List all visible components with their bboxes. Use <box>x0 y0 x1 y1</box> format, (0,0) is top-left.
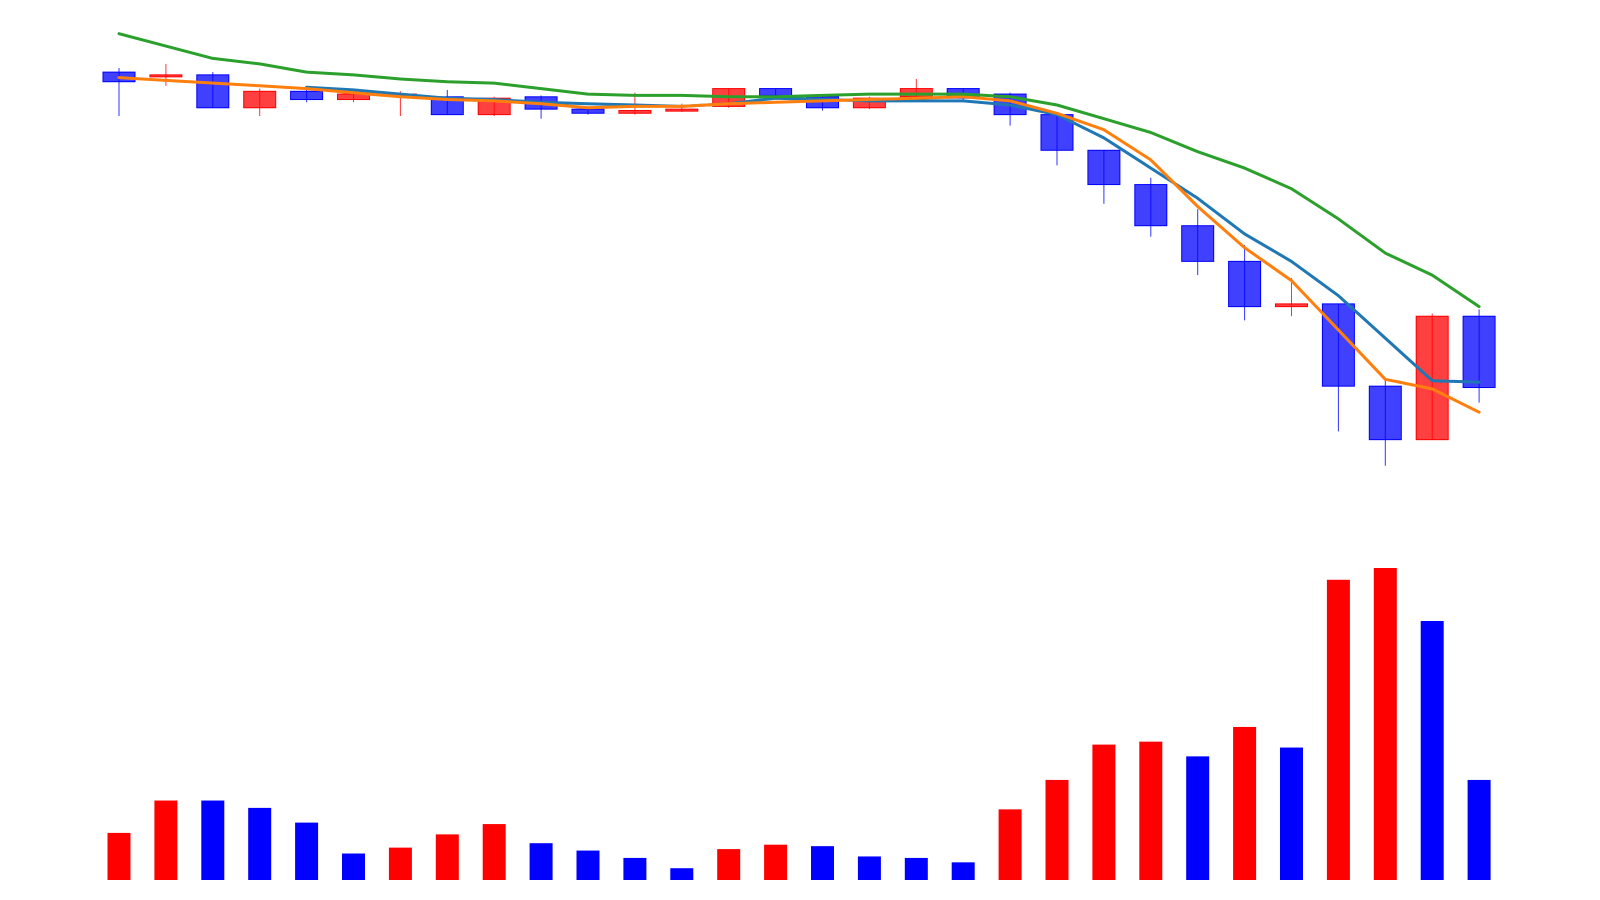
candle-5 <box>290 88 324 103</box>
volume-bar-16 <box>811 846 834 880</box>
volume-bar-14 <box>717 849 741 880</box>
moving-average-line-1 <box>305 85 1481 384</box>
candle-25 <box>1228 244 1262 321</box>
candle-body <box>1087 149 1121 186</box>
candle-body <box>1415 315 1449 441</box>
volume-bar-21 <box>1045 779 1069 880</box>
candle-10 <box>524 95 558 119</box>
volume-bar-22 <box>1092 744 1116 880</box>
candle-body <box>665 108 699 112</box>
volume-bar-15 <box>764 844 788 880</box>
candle-body <box>1275 303 1308 308</box>
candle-body <box>571 108 605 114</box>
candle-23 <box>1134 177 1168 237</box>
candle-2 <box>149 63 183 86</box>
price-panel <box>102 63 1496 466</box>
volume-bar-7 <box>388 847 412 880</box>
candle-body <box>1134 184 1168 227</box>
volume-bar-19 <box>951 862 975 880</box>
volume-bar-8 <box>435 834 459 880</box>
candle-body <box>759 88 793 96</box>
volume-bar-26 <box>1280 747 1303 880</box>
volume-bar-4 <box>248 807 272 880</box>
candle-24 <box>1181 209 1215 276</box>
candle-body <box>1228 260 1262 308</box>
candle-28 <box>1368 379 1402 466</box>
moving-average-line-2 <box>117 76 1481 414</box>
candle-21 <box>1040 114 1074 166</box>
candle-4 <box>243 88 277 116</box>
candle-27 <box>1321 303 1355 432</box>
volume-bar-2 <box>154 800 178 880</box>
candle-1 <box>102 68 136 116</box>
volume-bar-5 <box>295 822 319 880</box>
candle-body <box>1462 315 1496 389</box>
volume-bar-11 <box>576 850 600 880</box>
volume-bar-3 <box>201 800 225 880</box>
candle-30 <box>1462 309 1496 403</box>
moving-average-line-3 <box>117 32 1481 309</box>
volume-panel <box>107 568 1491 880</box>
volume-bar-1 <box>107 832 131 880</box>
volume-bar-20 <box>998 809 1022 880</box>
volume-bar-23 <box>1139 741 1163 880</box>
candle-body <box>618 110 652 114</box>
candle-8 <box>430 89 464 116</box>
moving-average-lines <box>117 32 1481 414</box>
volume-bar-25 <box>1233 726 1257 880</box>
candle-3 <box>196 72 230 109</box>
volume-bar-18 <box>904 857 928 880</box>
volume-bar-30 <box>1467 779 1491 880</box>
volume-bar-24 <box>1186 756 1210 880</box>
volume-bar-10 <box>529 843 553 880</box>
candle-26 <box>1275 277 1308 317</box>
candle-body <box>290 90 324 101</box>
candle-body <box>243 90 277 109</box>
candle-body <box>196 74 230 109</box>
volume-bar-28 <box>1373 568 1397 880</box>
volume-bar-27 <box>1326 579 1350 880</box>
candle-29 <box>1415 313 1449 441</box>
volume-bar-13 <box>670 868 694 880</box>
volume-bar-17 <box>857 856 881 880</box>
volume-bar-9 <box>482 824 506 880</box>
volume-bar-29 <box>1420 620 1444 880</box>
volume-bar-12 <box>623 857 647 880</box>
candle-22 <box>1087 149 1121 204</box>
candle-body <box>149 74 183 78</box>
volume-bar-6 <box>342 853 365 880</box>
candle-body <box>1368 385 1402 441</box>
candle-body <box>1181 225 1215 262</box>
